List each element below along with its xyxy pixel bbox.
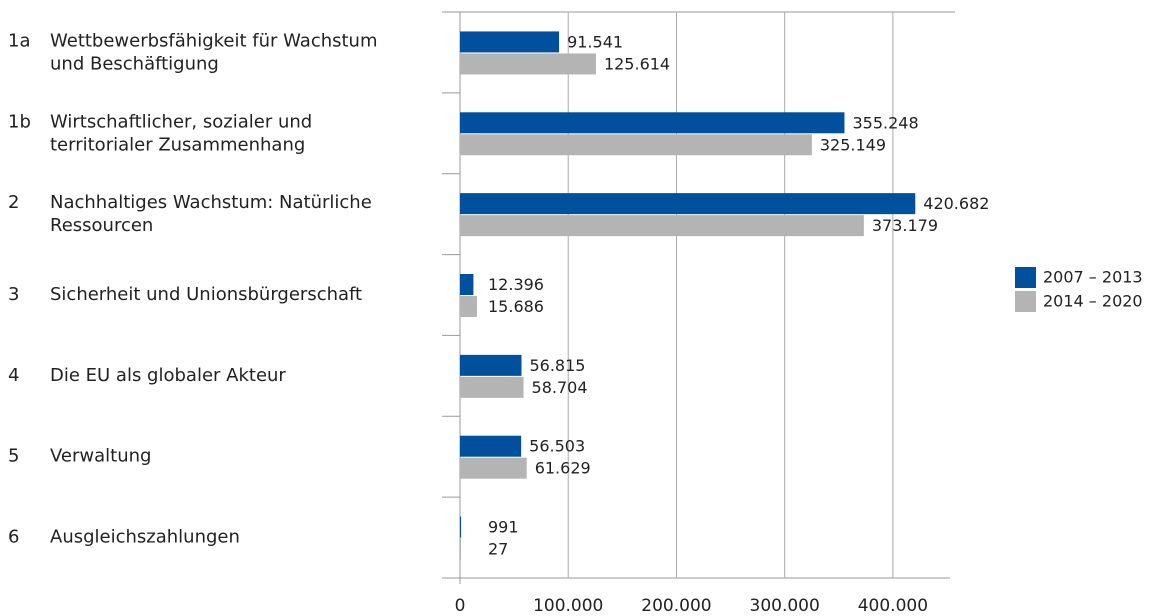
bar [460, 435, 522, 457]
bar [460, 53, 596, 75]
bar [460, 376, 524, 398]
category-code: 2 [8, 192, 19, 213]
value-label: 355.248 [852, 113, 918, 132]
category-code: 1a [8, 30, 30, 51]
category-code: 5 [8, 446, 19, 467]
x-tick-label: 100.000 [533, 596, 603, 616]
value-label: 56.503 [529, 437, 585, 456]
bar [460, 274, 474, 295]
bar [460, 516, 462, 538]
category-label: Ausgleichszahlungen [50, 527, 240, 548]
category-label: Ressourcen [50, 215, 153, 236]
value-label: 56.815 [529, 356, 585, 375]
value-label: 61.629 [535, 459, 591, 478]
bar [460, 112, 845, 134]
value-label: 91.541 [567, 32, 623, 51]
x-tick-label: 300.000 [750, 596, 820, 616]
bar [460, 354, 522, 376]
bar [460, 134, 812, 156]
value-label: 373.179 [872, 216, 938, 235]
x-tick-label: 400.000 [858, 596, 928, 616]
value-label: 991 [488, 518, 519, 537]
legend-label: 2014 – 2020 [1043, 292, 1143, 311]
category-label: Verwaltung [50, 446, 151, 467]
category-code: 6 [8, 527, 19, 548]
value-label: 125.614 [604, 54, 670, 73]
value-label: 58.704 [532, 378, 588, 397]
legend-swatch [1015, 291, 1036, 312]
x-tick-label: 200.000 [641, 596, 711, 616]
value-label: 15.686 [488, 297, 544, 316]
bar [460, 457, 527, 479]
category-label: Die EU als globaler Akteur [50, 365, 286, 386]
x-tick-label: 0 [455, 596, 466, 616]
category-label: Wirtschaftlicher, sozialer und [50, 111, 312, 132]
bar [460, 193, 916, 215]
category-label: Nachhaltiges Wachstum: Natürliche [50, 192, 372, 213]
category-code: 3 [8, 284, 19, 305]
bar [460, 296, 477, 317]
value-label: 27 [488, 540, 508, 559]
value-label: 325.149 [820, 135, 886, 154]
value-label: 420.682 [923, 194, 989, 213]
bar [460, 215, 864, 237]
legend-label: 2007 – 2013 [1043, 268, 1143, 287]
category-label: territorialer Zusammenhang [50, 134, 305, 155]
value-label: 12.396 [488, 275, 544, 294]
category-code: 4 [8, 365, 19, 386]
legend-swatch [1015, 267, 1036, 288]
category-label: Sicherheit und Unionsbürgerschaft [50, 284, 362, 305]
category-label: Wettbewerbsfähigkeit für Wachstum [50, 30, 378, 51]
bar [460, 31, 560, 53]
bar [460, 538, 461, 560]
category-label: und Beschäftigung [50, 53, 219, 74]
category-code: 1b [8, 111, 31, 132]
